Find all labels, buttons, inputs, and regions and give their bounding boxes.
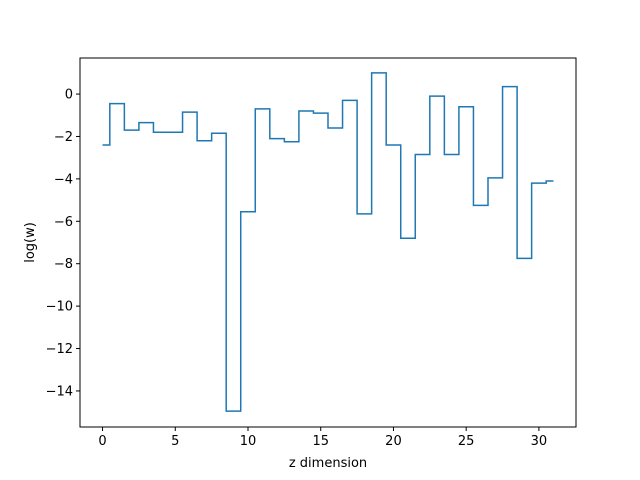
x-tick-label: 30 (531, 434, 548, 449)
x-tick-label: 20 (385, 434, 402, 449)
y-tick-label: −4 (54, 172, 73, 187)
y-tick-label: −10 (46, 300, 73, 315)
x-tick-label: 15 (312, 434, 329, 449)
x-tick-label: 25 (458, 434, 475, 449)
y-tick-label: −12 (46, 342, 73, 357)
x-axis-label: z dimension (289, 456, 367, 471)
y-axis: −14 −12 −10 −8 −6 −4 −2 0 (46, 88, 80, 399)
x-tick-label: 5 (171, 434, 179, 449)
x-tick-label: 0 (98, 434, 106, 449)
y-tick-label: −2 (54, 130, 73, 145)
y-tick-label: 0 (65, 88, 73, 103)
x-axis: 0 5 10 15 20 25 30 (98, 427, 547, 449)
axes-frame (79, 57, 577, 428)
series-line (102, 72, 554, 412)
y-axis-label: log(w) (23, 222, 38, 263)
y-tick-label: −6 (54, 215, 73, 230)
y-tick-label: −8 (54, 257, 73, 272)
y-tick-label: −14 (46, 384, 73, 399)
x-tick-label: 10 (240, 434, 257, 449)
plot-area (102, 72, 554, 412)
